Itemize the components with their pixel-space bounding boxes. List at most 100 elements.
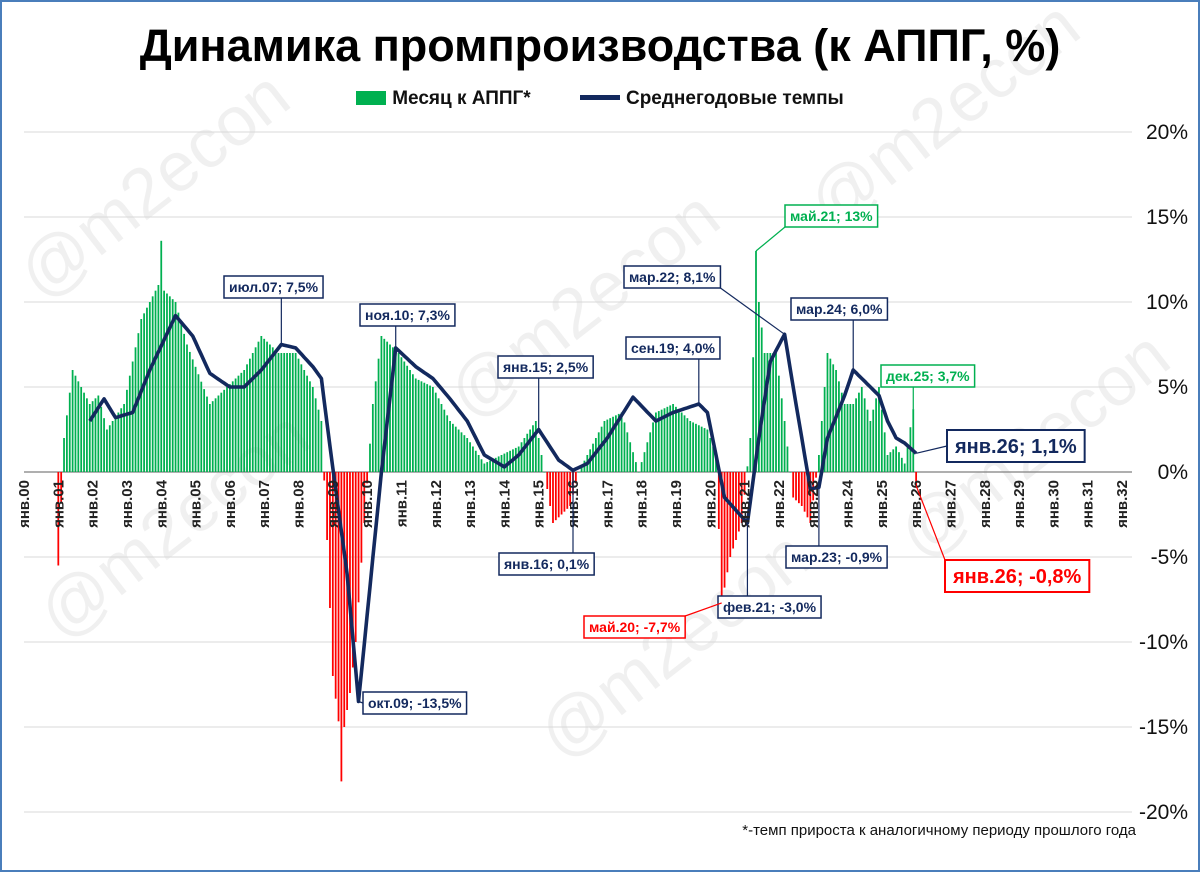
- y-tick-label: -10%: [1139, 631, 1188, 654]
- annotation-box: [497, 355, 594, 379]
- bar: [309, 381, 311, 472]
- annotation-3: сен.19; 4,0%: [625, 336, 721, 404]
- bar: [906, 445, 909, 472]
- annotation-label: янв.15; 2,5%: [503, 359, 589, 375]
- bar: [83, 392, 85, 472]
- bar: [726, 472, 729, 573]
- bar: [683, 415, 686, 472]
- footnote: *-темп прироста к аналогичному периоду п…: [742, 822, 1136, 839]
- bar: [429, 385, 431, 472]
- x-tick-label: янв.20: [702, 480, 719, 528]
- bar: [746, 466, 749, 472]
- bar: [223, 389, 226, 472]
- x-tick-label: янв.29: [1011, 480, 1028, 528]
- bar: [303, 370, 306, 472]
- bar: [177, 312, 180, 472]
- bar: [420, 381, 423, 472]
- bar: [635, 462, 637, 472]
- annotation-6: мар.24; 6,0%: [790, 297, 889, 370]
- annotation-label: мар.23; -0,9%: [791, 549, 883, 565]
- bar: [280, 353, 283, 472]
- bar-series: [57, 240, 918, 782]
- bar: [380, 336, 383, 472]
- bar: [643, 452, 646, 472]
- annotation-box: [790, 297, 889, 321]
- bar: [717, 472, 720, 529]
- bar: [772, 353, 775, 472]
- bar: [340, 472, 343, 782]
- annotation-label: дек.25; 3,7%: [886, 368, 970, 384]
- x-tick-label: янв.06: [222, 480, 239, 528]
- bar: [532, 425, 534, 472]
- bar: [469, 442, 471, 472]
- bar: [197, 374, 200, 472]
- legend-entry-line: Среднегодовые темпы: [579, 88, 844, 110]
- bar: [534, 421, 537, 472]
- bar: [283, 353, 286, 472]
- bar: [472, 446, 474, 472]
- bar: [806, 472, 809, 518]
- x-tick-label: янв.05: [188, 480, 205, 528]
- bar: [695, 423, 697, 472]
- bar: [569, 472, 572, 506]
- annotation-box: [717, 595, 822, 619]
- bar: [214, 398, 217, 472]
- bar: [646, 442, 649, 472]
- bar: [286, 353, 288, 472]
- bar: [632, 452, 634, 472]
- bar: [94, 398, 97, 472]
- bar: [649, 432, 652, 472]
- bar: [317, 409, 320, 472]
- x-tick-label: янв.32: [1114, 480, 1131, 528]
- bar: [700, 426, 703, 472]
- bar: [452, 423, 454, 472]
- annotation-label: янв.16; 0,1%: [504, 556, 590, 572]
- bar: [274, 350, 277, 472]
- bar: [443, 409, 446, 472]
- bar: [755, 251, 757, 472]
- bar: [320, 421, 323, 472]
- bar: [672, 404, 674, 472]
- bar: [326, 472, 328, 540]
- bar: [692, 422, 694, 472]
- x-tick-label: янв.24: [840, 479, 857, 528]
- bar: [749, 438, 752, 472]
- bar: [652, 422, 654, 472]
- bar: [620, 412, 623, 472]
- annotation-box: [583, 615, 686, 639]
- bar: [311, 387, 314, 472]
- legend-entry-bars: Месяц к АППГ*: [356, 88, 531, 110]
- y-gridlines: 20% 15% 10% 5% 0% -5% -10% -15% -20%: [24, 121, 1188, 824]
- annotations: июл.07; 7,5% ноя.10; 7,3% янв.15; 2,5% сен.…: [223, 204, 1091, 715]
- annotation-10: мар.23; -0,9%: [785, 487, 888, 569]
- bar: [669, 405, 672, 472]
- bar: [883, 432, 886, 472]
- bar: [434, 392, 437, 472]
- bar: [812, 472, 815, 501]
- bar: [663, 408, 666, 472]
- annotation-box: [880, 364, 976, 388]
- bar: [829, 358, 832, 472]
- bar: [826, 353, 829, 472]
- bar: [486, 462, 489, 472]
- bar: [666, 406, 669, 472]
- x-tick-label: янв.26: [908, 480, 925, 528]
- x-tick-label: янв.02: [85, 480, 102, 528]
- bar: [254, 347, 257, 472]
- bar: [735, 472, 737, 540]
- bar: [775, 353, 777, 472]
- bar: [577, 472, 580, 473]
- bar: [855, 398, 857, 472]
- legend-swatch-bars: [356, 91, 387, 105]
- bar: [903, 463, 906, 472]
- bar: [560, 472, 563, 515]
- x-tick-label: янв.22: [771, 480, 788, 528]
- bar: [100, 406, 103, 472]
- bar: [266, 341, 268, 472]
- bar: [291, 353, 294, 472]
- bar: [783, 421, 786, 472]
- bar: [792, 472, 795, 498]
- annotation-leader: [915, 485, 946, 561]
- bar: [800, 472, 803, 506]
